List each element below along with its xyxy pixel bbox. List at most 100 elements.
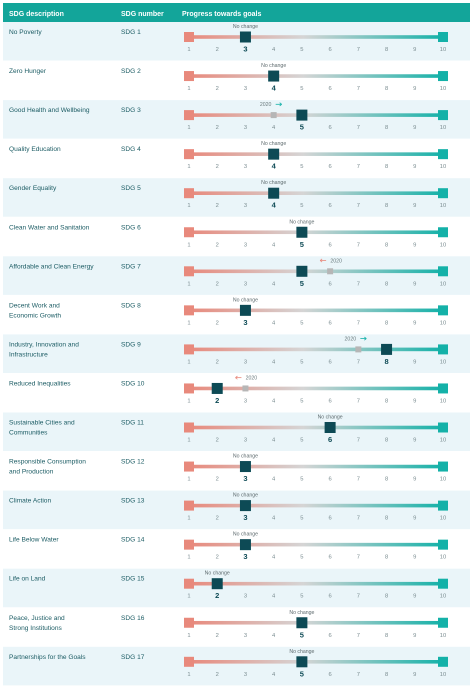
tick-label: 4	[272, 359, 276, 365]
tick-label: 2	[216, 86, 219, 92]
table-row	[3, 451, 470, 491]
tick-label: 6	[328, 477, 331, 483]
progress-bar	[189, 347, 443, 352]
sdg-number: SDG 10	[121, 380, 145, 387]
progress-bar	[189, 269, 443, 274]
score-marker	[296, 656, 308, 668]
tick-label: 1	[187, 516, 190, 522]
scale-start-cap	[184, 344, 194, 355]
score-marker	[381, 343, 393, 355]
tick-label: 8	[385, 672, 388, 678]
sdg-description: Partnerships for the Goals	[9, 654, 86, 661]
scale-start-cap	[184, 188, 194, 199]
tick-label: 9	[413, 594, 416, 600]
no-change-label: No change	[289, 610, 314, 616]
no-change-label: No change	[261, 180, 286, 186]
tick-label: 4	[272, 125, 276, 131]
tick-label: 6	[328, 203, 331, 209]
no-change-label: No change	[289, 649, 314, 655]
tick-label: 5	[300, 398, 303, 404]
tick-label: 9	[413, 320, 416, 326]
tick-label: 8	[385, 477, 388, 483]
scale-start-cap	[184, 266, 194, 277]
tick-label: 4	[272, 47, 276, 53]
tick-label: 4	[272, 672, 276, 678]
tick-label: 1	[187, 477, 190, 483]
tick-label: 8	[385, 594, 388, 600]
tick-label: 8	[385, 47, 388, 53]
no-change-label: No change	[233, 454, 258, 460]
tick-label: 9	[413, 125, 416, 131]
table-row	[3, 607, 470, 647]
scale-start-cap	[184, 656, 194, 667]
tick-label: 2	[216, 438, 219, 444]
tick-label: 6	[328, 398, 331, 404]
scale-start-cap	[184, 149, 194, 160]
tick-label: 9	[413, 555, 416, 561]
score-marker	[296, 617, 308, 629]
sdg-description: Communities	[9, 430, 48, 437]
scale-start-cap	[184, 32, 194, 42]
tick-label: 9	[413, 672, 416, 678]
tick-label: 2	[216, 47, 219, 53]
sdg-description: Strong Institutions	[9, 625, 62, 632]
sdg-description: Responsible Consumption	[9, 459, 86, 466]
sdg-description: Clean Water and Sanitation	[9, 224, 90, 231]
table-row	[3, 529, 470, 569]
tick-label: 8	[385, 555, 388, 561]
scale-start-cap	[184, 110, 194, 121]
tick-label: 4	[272, 281, 276, 287]
progress-bar	[189, 230, 443, 235]
tick-label: 7	[357, 164, 360, 170]
tick-label: 7	[357, 359, 360, 365]
tick-label: 2	[216, 242, 219, 248]
sdg-description: Decent Work and	[9, 302, 60, 309]
tick-label: 2	[216, 281, 219, 287]
tick-label: 5	[300, 86, 303, 92]
table-row	[3, 217, 470, 257]
score-value: 6	[328, 435, 332, 444]
score-value: 5	[300, 240, 304, 249]
sdg-number: SDG 16	[121, 615, 145, 622]
sdg-number: SDG 12	[121, 459, 145, 466]
tick-label: 9	[413, 281, 416, 287]
tick-label: 1	[187, 125, 190, 131]
tick-label: 6	[328, 633, 331, 639]
sdg-description: Life on Land	[9, 576, 46, 583]
tick-label: 9	[413, 359, 416, 365]
sdg-description: Good Health and Wellbeing	[9, 107, 90, 114]
score-value: 4	[272, 201, 277, 210]
tick-label: 7	[357, 594, 360, 600]
score-marker	[324, 422, 336, 433]
tick-label: 3	[244, 281, 247, 287]
prior-year-label: 2020	[345, 336, 357, 342]
tick-label: 5	[300, 203, 303, 209]
scale-end-cap	[438, 617, 448, 628]
header-sdg-number: SDG number	[121, 11, 164, 18]
tick-label: 8	[385, 125, 388, 131]
no-change-label: No change	[261, 63, 286, 69]
prior-year-marker	[327, 268, 334, 275]
tick-label: 4	[272, 320, 276, 326]
scale-end-cap	[438, 422, 448, 433]
tick-label: 9	[413, 203, 416, 209]
prior-year-marker	[355, 346, 362, 353]
score-marker	[239, 500, 251, 512]
score-marker	[296, 265, 308, 277]
sdg-description: and Production	[9, 469, 54, 476]
table-row	[3, 100, 470, 140]
no-change-label: No change	[205, 571, 230, 577]
tick-label: 1	[187, 555, 190, 561]
no-change-label: No change	[261, 141, 286, 147]
tick-label: 1	[187, 86, 190, 92]
tick-label: 7	[357, 125, 360, 131]
scale-end-cap	[438, 71, 448, 82]
tick-label: 3	[244, 672, 247, 678]
tick-label: 2	[216, 516, 219, 522]
tick-label: 10	[440, 516, 446, 522]
progress-bar	[189, 620, 443, 625]
tick-label: 3	[244, 125, 247, 131]
score-value: 5	[300, 123, 304, 132]
tick-label: 10	[440, 633, 446, 639]
tick-label: 2	[216, 359, 219, 365]
